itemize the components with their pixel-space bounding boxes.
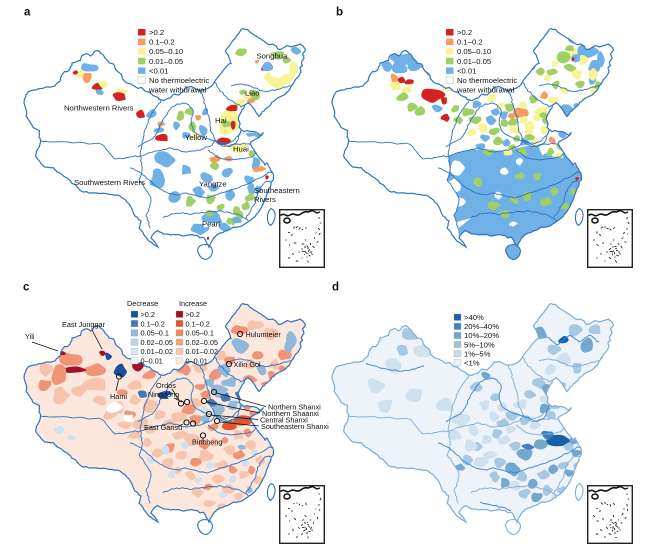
svg-text:0.05–0.10: 0.05–0.10 [149, 47, 183, 56]
svg-text:Hulumteier: Hulumteier [246, 330, 282, 339]
svg-text:>0.2: >0.2 [457, 28, 472, 37]
svg-text:East Junggar: East Junggar [62, 320, 106, 329]
svg-text:10%–20%: 10%–20% [464, 331, 499, 340]
svg-text:0.02–0.05: 0.02–0.05 [186, 338, 218, 347]
svg-text:0.1–0.2: 0.1–0.2 [141, 319, 165, 328]
svg-text:0–0.01: 0–0.01 [186, 357, 208, 366]
svg-text:Yangtze: Yangtze [199, 180, 227, 189]
svg-text:Bincheng: Bincheng [192, 438, 222, 447]
svg-text:Liao: Liao [245, 89, 260, 98]
svg-text:5%–10%: 5%–10% [464, 340, 495, 349]
svg-text:Ningdong: Ningdong [148, 390, 179, 399]
svg-text:20%–40%: 20%–40% [464, 322, 499, 331]
svg-text:0.01–0.02: 0.01–0.02 [141, 347, 173, 356]
svg-text:0.1–0.2: 0.1–0.2 [186, 319, 210, 328]
svg-text:East Gansu: East Gansu [144, 423, 182, 432]
svg-text:Ordos: Ordos [156, 381, 176, 390]
svg-text:a: a [24, 7, 31, 19]
svg-text:b: b [336, 7, 343, 19]
svg-text:<1%: <1% [464, 359, 480, 368]
svg-text:Pearl: Pearl [202, 220, 220, 229]
svg-text:1%–5%: 1%–5% [464, 349, 491, 358]
svg-text:Southeastern: Southeastern [254, 186, 300, 195]
svg-text:Songhua: Songhua [257, 52, 289, 61]
svg-text:0.01–0.05: 0.01–0.05 [457, 57, 491, 66]
svg-text:Hami: Hami [110, 392, 127, 401]
svg-text:0.01–0.05: 0.01–0.05 [149, 57, 183, 66]
svg-text:Northwestern Rivers: Northwestern Rivers [64, 104, 134, 113]
svg-text:>0.2: >0.2 [149, 28, 164, 37]
svg-text:0.01–0.02: 0.01–0.02 [186, 347, 218, 356]
svg-text:0.1–0.2: 0.1–0.2 [457, 38, 483, 47]
svg-text:0.02–0.05: 0.02–0.05 [141, 338, 173, 347]
svg-text:0.05–0.1: 0.05–0.1 [141, 329, 169, 338]
svg-text:No thermoelectric: No thermoelectric [149, 76, 209, 85]
svg-text:>40%: >40% [464, 313, 484, 322]
svg-text:0–0.01: 0–0.01 [141, 357, 163, 366]
svg-text:Yellow: Yellow [185, 133, 207, 142]
svg-text:water withdrawal: water withdrawal [148, 86, 207, 95]
svg-text:Rivers: Rivers [254, 195, 276, 204]
svg-text:<0.01: <0.01 [149, 66, 168, 75]
svg-text:Hai: Hai [215, 116, 227, 125]
svg-text:Southeastern Shanxi: Southeastern Shanxi [261, 422, 329, 431]
svg-text:d: d [332, 282, 339, 294]
svg-text:<0.01: <0.01 [457, 66, 476, 75]
svg-text:Huai: Huai [233, 145, 249, 154]
svg-text:Xilin Gol: Xilin Gol [234, 360, 262, 369]
svg-text:Southwestern Rivers: Southwestern Rivers [74, 178, 145, 187]
svg-text:>0.2: >0.2 [141, 310, 155, 319]
svg-text:water withdrawal: water withdrawal [456, 86, 515, 95]
svg-text:0.05–0.1: 0.05–0.1 [186, 329, 214, 338]
svg-text:0.1–0.2: 0.1–0.2 [149, 38, 175, 47]
svg-text:>0.2: >0.2 [186, 310, 200, 319]
svg-text:Decrease: Decrease [127, 299, 158, 308]
svg-text:No thermoelectric: No thermoelectric [457, 76, 517, 85]
svg-text:Yili: Yili [25, 332, 35, 341]
svg-text:c: c [23, 282, 30, 294]
svg-text:0.05–0.10: 0.05–0.10 [457, 47, 491, 56]
svg-text:Increase: Increase [179, 299, 207, 308]
